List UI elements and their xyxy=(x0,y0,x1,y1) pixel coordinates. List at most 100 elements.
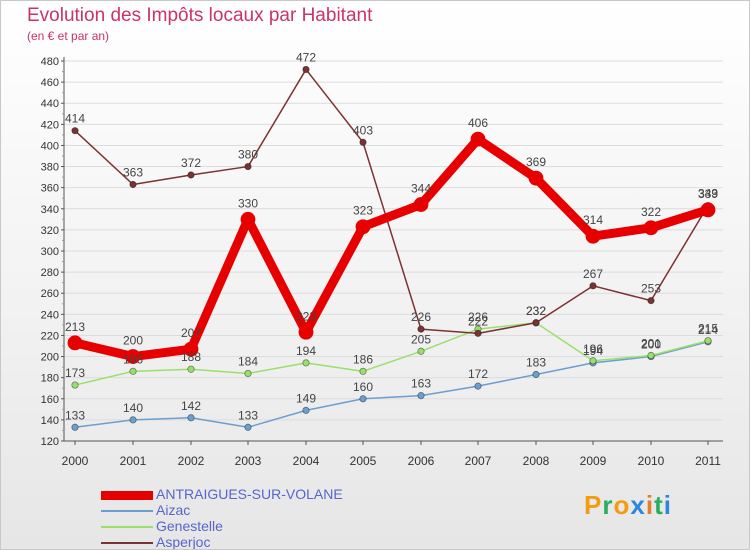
data-label: 205 xyxy=(411,332,431,346)
data-point xyxy=(417,347,425,355)
data-point xyxy=(71,381,79,389)
data-label: 232 xyxy=(526,304,546,318)
data-label: 172 xyxy=(468,367,488,381)
data-point xyxy=(129,180,137,189)
y-tick-label: 440 xyxy=(41,98,59,110)
data-label: 406 xyxy=(468,116,488,130)
data-label: 133 xyxy=(65,408,85,422)
data-point xyxy=(359,395,367,403)
y-tick-label: 400 xyxy=(41,140,59,152)
brand-logo: Proxiti xyxy=(584,490,672,521)
y-tick-label: 120 xyxy=(41,436,59,448)
data-label: 213 xyxy=(65,320,85,334)
data-label: 215 xyxy=(698,322,718,336)
data-label: 140 xyxy=(123,401,143,415)
x-tick-label: 2001 xyxy=(120,454,147,468)
x-tick-label: 2000 xyxy=(62,454,89,468)
data-point xyxy=(647,351,655,360)
data-point xyxy=(240,211,256,227)
data-label: 267 xyxy=(583,267,603,281)
brand-logo-letter: P xyxy=(584,490,603,520)
brand-logo-letter: r xyxy=(602,490,614,520)
data-label: 163 xyxy=(411,377,431,391)
brand-logo-letter: x xyxy=(630,490,646,520)
data-label: 201 xyxy=(641,337,661,351)
chart-subtitle: (en € et par an) xyxy=(27,29,110,43)
legend-label: Aizac xyxy=(156,502,191,518)
data-label: 223 xyxy=(296,309,316,323)
legend-swatch xyxy=(101,510,153,512)
data-point xyxy=(470,131,486,147)
series-line xyxy=(74,341,709,429)
y-tick-label: 420 xyxy=(41,119,59,131)
legend-swatch xyxy=(101,490,153,500)
x-tick-label: 2010 xyxy=(638,454,665,468)
data-label: 414 xyxy=(65,112,85,126)
y-tick-label: 200 xyxy=(41,352,59,364)
y-tick-label: 180 xyxy=(41,373,59,385)
data-point xyxy=(244,423,252,431)
data-label: 188 xyxy=(181,350,201,364)
y-tick-label: 300 xyxy=(41,246,59,258)
data-label: 186 xyxy=(353,352,373,366)
gridlines xyxy=(64,60,723,442)
y-tick-label: 340 xyxy=(41,204,59,216)
data-point xyxy=(474,382,482,390)
data-point xyxy=(474,329,482,337)
data-label: 232 xyxy=(526,304,546,318)
data-point xyxy=(71,423,79,431)
chart-title: Evolution des Impôts locaux par Habitant xyxy=(27,5,373,26)
data-label: 200 xyxy=(123,334,143,348)
y-tick-label: 240 xyxy=(41,309,59,321)
y-tick-label: 320 xyxy=(41,225,59,237)
data-point xyxy=(585,228,601,244)
legend-swatch xyxy=(101,542,153,544)
data-point xyxy=(704,337,712,345)
data-point xyxy=(647,297,655,305)
data-point xyxy=(417,325,425,333)
y-tick-label: 380 xyxy=(41,162,59,174)
data-point xyxy=(589,282,597,290)
data-label: 173 xyxy=(65,366,85,380)
brand-logo-letter: i xyxy=(645,490,655,520)
data-point xyxy=(417,392,425,400)
data-label: 380 xyxy=(238,148,258,162)
data-point xyxy=(643,220,659,236)
data-label: 343 xyxy=(698,187,718,201)
brand-logo-letter: o xyxy=(613,490,631,520)
data-point xyxy=(298,324,314,340)
y-tick-label: 140 xyxy=(41,415,59,427)
data-label: 133 xyxy=(238,408,258,422)
data-label: 196 xyxy=(583,342,603,356)
legend-label: Genestelle xyxy=(156,518,223,534)
data-point xyxy=(302,65,310,74)
legend-swatch xyxy=(101,526,153,528)
data-label: 323 xyxy=(353,204,373,218)
data-point xyxy=(125,349,141,364)
series-lines xyxy=(67,65,716,431)
data-label: 339 xyxy=(698,187,718,201)
y-tick-label: 360 xyxy=(41,183,59,195)
data-point xyxy=(302,406,310,414)
data-label: 369 xyxy=(526,155,546,169)
data-label: 200 xyxy=(641,338,661,352)
x-tick-label: 2011 xyxy=(695,454,721,468)
data-label: 322 xyxy=(641,205,661,219)
data-point xyxy=(187,171,195,179)
data-label: 226 xyxy=(411,310,431,324)
data-label: 194 xyxy=(296,344,316,358)
data-point xyxy=(359,138,367,146)
x-tick-label: 2008 xyxy=(523,454,550,468)
data-point xyxy=(355,219,371,235)
data-label: 372 xyxy=(181,156,201,170)
y-tick-label: 280 xyxy=(41,267,59,279)
series-line xyxy=(74,68,709,335)
x-tick-label: 2006 xyxy=(408,454,435,468)
y-tick-label: 220 xyxy=(41,330,59,342)
data-label: 183 xyxy=(526,356,546,370)
data-label: 186 xyxy=(123,352,143,366)
data-label: 214 xyxy=(698,323,718,337)
data-label: 226 xyxy=(468,310,488,324)
